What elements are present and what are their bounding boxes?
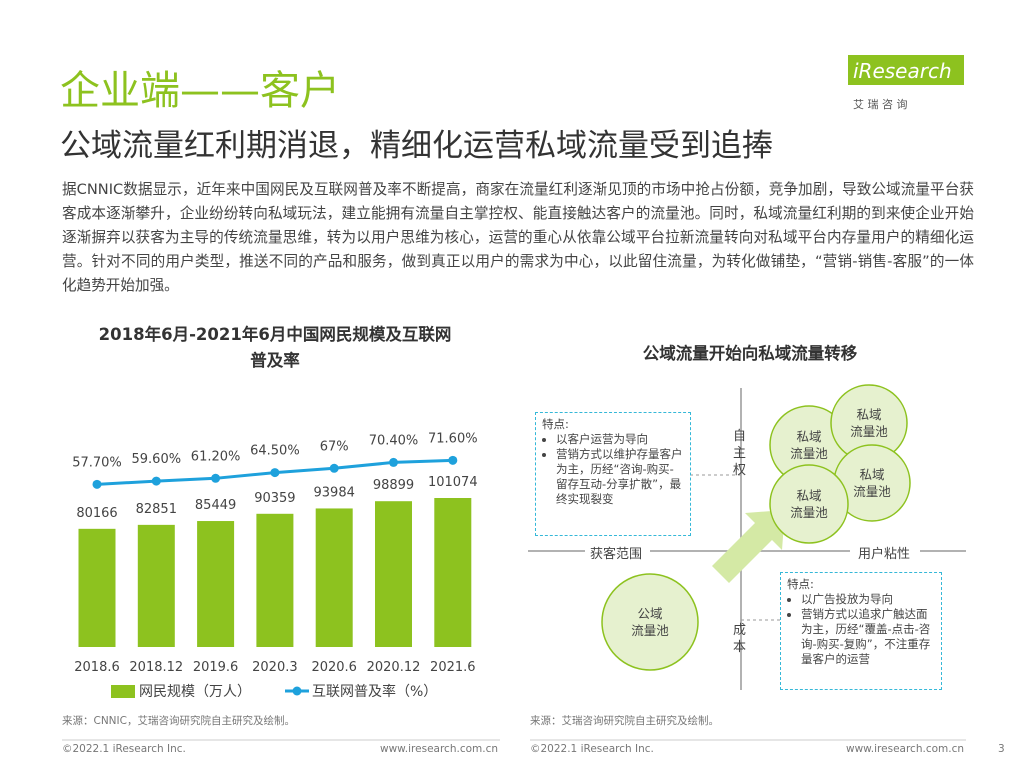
pool-label: 私域 流量池 — [790, 429, 828, 461]
source: 来源：CNNIC，艾瑞咨询研究院自主研究及绘制。 — [62, 715, 295, 727]
body-text: 据CNNIC数据显示，近年来中国网民及互联网普及率不断提高，商家在流量红利逐渐见… — [62, 181, 974, 294]
axis-label: 获客范围 — [590, 547, 643, 562]
box-list: 以广告投放为导向 营销方式以追求广触达面为主，历经“覆盖-点击-咨询-购买-复购… — [787, 592, 935, 667]
line-point — [270, 468, 280, 478]
pool-label: 私域 流量池 — [790, 488, 828, 520]
box-list: 以客户运营为导向 营销方式以维护存量客户为主，历经“咨询-购买-留存互动-分享扩… — [542, 432, 684, 507]
logo-box — [848, 55, 964, 85]
line-point — [211, 473, 221, 483]
x-tick-label: 2018.12 — [129, 660, 183, 675]
website: www.iresearch.com.cn — [846, 743, 965, 755]
source: 来源：艾瑞咨询研究院自主研究及绘制。 — [530, 715, 719, 727]
feature-box: 特点: 以广告投放为导向 营销方式以追求广触达面为主，历经“覆盖-点击-咨询-购… — [780, 572, 942, 690]
data-label: 71.60% — [428, 431, 478, 446]
box-heading: 特点: — [787, 577, 814, 591]
copyright: ©2022.1 iResearch Inc. — [62, 743, 186, 755]
line-point — [92, 479, 102, 489]
website: www.iresearch.com.cn — [380, 743, 499, 755]
box-item: 营销方式以维护存量客户为主，历经“咨询-购买-留存互动-分享扩散”，最终实现裂变 — [556, 447, 684, 507]
logo-tagline: 艾 瑞 咨 询 — [853, 98, 908, 111]
data-label: 93984 — [314, 485, 355, 500]
bar — [434, 498, 472, 647]
x-tick-label: 2021.6 — [430, 660, 476, 675]
bar — [137, 524, 175, 647]
pool-label: 公域 流量池 — [631, 606, 669, 638]
copyright: ©2022.1 iResearch Inc. — [530, 743, 654, 755]
legend-swatch — [111, 685, 135, 698]
legend-swatch — [292, 686, 302, 696]
bar — [78, 528, 116, 647]
pool-label: 私域 流量池 — [850, 407, 888, 439]
data-label: 70.40% — [369, 433, 419, 448]
data-label: 98899 — [373, 478, 414, 493]
axis-label: 用户粘性 — [858, 547, 911, 562]
transfer-arrow — [712, 510, 785, 583]
data-label: 59.60% — [132, 452, 182, 467]
data-label: 80166 — [76, 506, 117, 521]
x-tick-label: 2020.3 — [252, 660, 298, 675]
data-label: 67% — [320, 439, 349, 454]
box-item: 以客户运营为导向 — [556, 432, 684, 447]
box-item: 以广告投放为导向 — [801, 592, 935, 607]
feature-box: 特点: 以客户运营为导向 营销方式以维护存量客户为主，历经“咨询-购买-留存互动… — [535, 412, 691, 536]
x-tick-label: 2020.12 — [367, 660, 421, 675]
bar — [197, 521, 235, 647]
bar — [256, 513, 294, 647]
x-tick-label: 2019.6 — [193, 660, 239, 675]
line-point — [389, 457, 398, 467]
data-label: 82851 — [136, 502, 177, 517]
line-point — [448, 455, 458, 465]
data-label: 61.20% — [191, 449, 241, 464]
private-pool — [769, 464, 849, 544]
pool-label: 私域 流量池 — [853, 467, 891, 499]
box-item: 营销方式以追求广触达面为主，历经“覆盖-点击-咨询-购买-复购”，不注重存量客户… — [801, 607, 935, 667]
axis-label: 自主权 — [733, 429, 747, 478]
title: 企业端——客户 — [60, 68, 340, 114]
page-number: 3 — [998, 743, 1005, 755]
data-label: 57.70% — [72, 455, 122, 470]
legend-label: 互联网普及率（%） — [312, 683, 437, 700]
data-label: 85449 — [195, 498, 236, 513]
data-label: 90359 — [254, 491, 295, 506]
x-tick-label: 2020.6 — [311, 660, 357, 675]
data-label: 101074 — [428, 475, 478, 490]
line-point — [151, 476, 161, 486]
axis-label: 成本 — [733, 623, 747, 655]
bar — [315, 508, 353, 647]
line-point — [329, 463, 339, 473]
data-label: 64.50% — [250, 444, 300, 459]
subtitle: 公域流量红利期消退，精细化运营私域流量受到追捧 — [60, 128, 773, 164]
logo-name: iResearch — [853, 59, 952, 83]
x-tick-label: 2018.6 — [74, 660, 120, 675]
diagram-title: 公域流量开始向私域流量转移 — [642, 344, 858, 363]
public-pool — [601, 573, 699, 671]
chart-title: 2018年6月-2021年6月中国网民规模及互联网普及率 — [98, 325, 452, 370]
box-heading: 特点: — [542, 417, 569, 431]
legend-label: 网民规模（万人） — [139, 684, 251, 700]
bar — [375, 501, 412, 647]
